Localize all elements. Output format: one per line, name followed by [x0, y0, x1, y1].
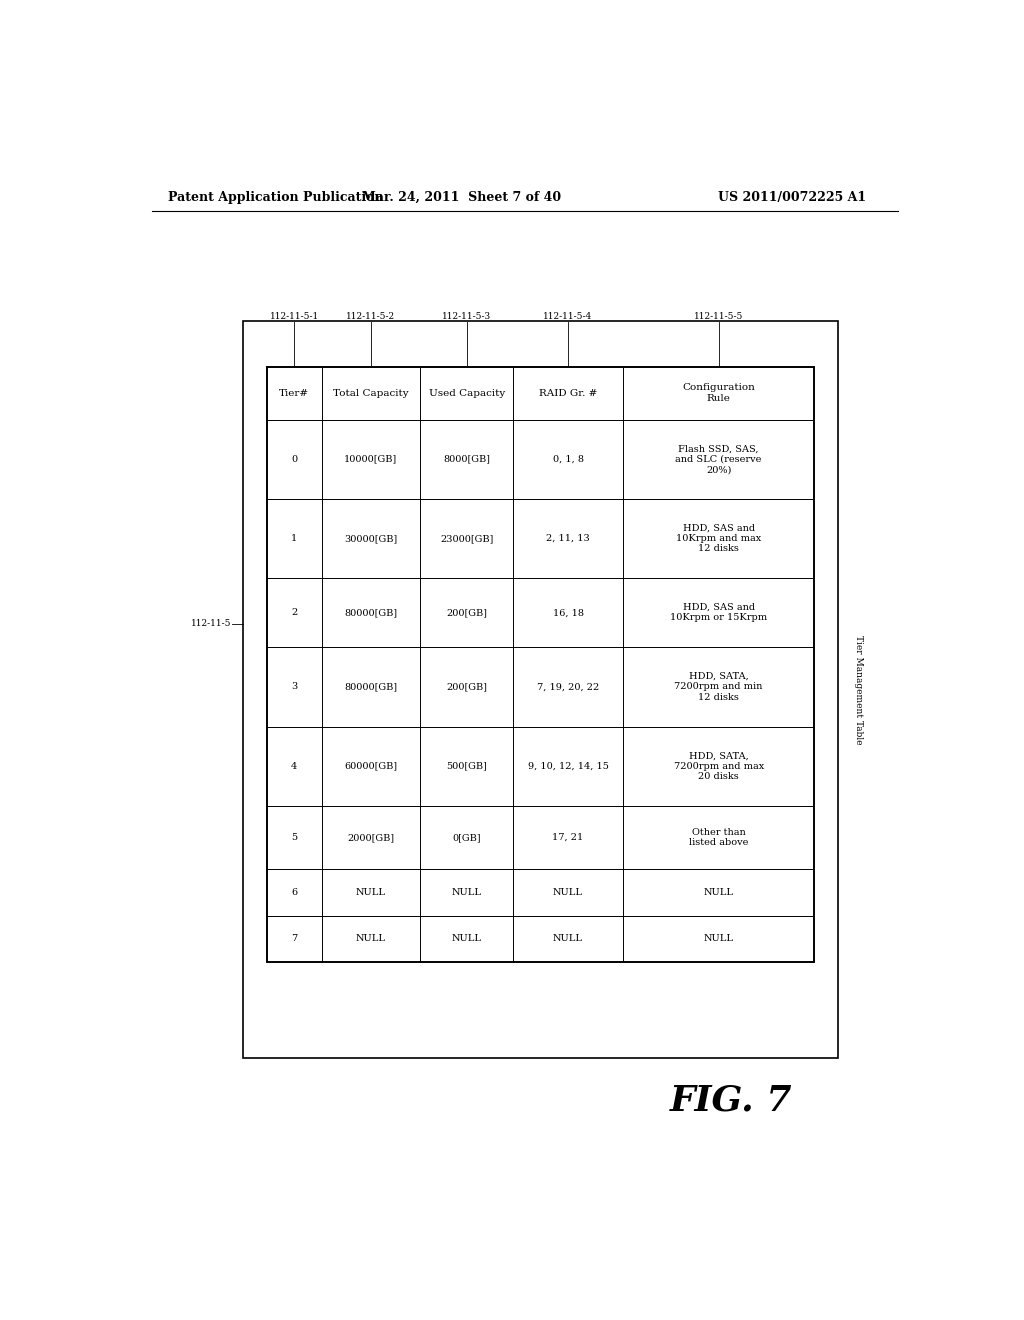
Text: Configuration
Rule: Configuration Rule	[682, 384, 755, 403]
Text: HDD, SAS and
10Krpm and max
12 disks: HDD, SAS and 10Krpm and max 12 disks	[676, 524, 761, 553]
Bar	[243, 321, 839, 1057]
Text: NULL: NULL	[452, 888, 481, 896]
Text: Total Capacity: Total Capacity	[333, 388, 409, 397]
Text: NULL: NULL	[356, 935, 386, 944]
Text: 80000[GB]: 80000[GB]	[344, 609, 397, 618]
Text: 60000[GB]: 60000[GB]	[344, 762, 397, 771]
Text: Tier#: Tier#	[280, 388, 309, 397]
Text: 16, 18: 16, 18	[553, 609, 584, 618]
Text: 17, 21: 17, 21	[552, 833, 584, 842]
Text: 80000[GB]: 80000[GB]	[344, 682, 397, 692]
Text: Tier Management Table: Tier Management Table	[854, 635, 862, 744]
Text: US 2011/0072225 A1: US 2011/0072225 A1	[718, 190, 866, 203]
Text: HDD, SAS and
10Krpm or 15Krpm: HDD, SAS and 10Krpm or 15Krpm	[670, 603, 767, 623]
Text: 112-11-5-3: 112-11-5-3	[442, 312, 492, 321]
Text: 2: 2	[291, 609, 297, 618]
Text: 112-11-5-1: 112-11-5-1	[269, 312, 318, 321]
Text: 200[GB]: 200[GB]	[446, 682, 487, 692]
Text: 1: 1	[291, 535, 297, 543]
Text: NULL: NULL	[553, 935, 583, 944]
Text: NULL: NULL	[703, 888, 733, 896]
Text: NULL: NULL	[356, 888, 386, 896]
Text: 112-11-5: 112-11-5	[190, 619, 231, 628]
Text: Flash SSD, SAS,
and SLC (reserve
20%): Flash SSD, SAS, and SLC (reserve 20%)	[676, 445, 762, 474]
Text: 200[GB]: 200[GB]	[446, 609, 487, 618]
Text: NULL: NULL	[553, 888, 583, 896]
Text: Mar. 24, 2011  Sheet 7 of 40: Mar. 24, 2011 Sheet 7 of 40	[361, 190, 561, 203]
Text: 4: 4	[291, 762, 297, 771]
Text: 0, 1, 8: 0, 1, 8	[553, 455, 584, 463]
Text: Other than
listed above: Other than listed above	[689, 828, 749, 847]
Text: Patent Application Publication: Patent Application Publication	[168, 190, 383, 203]
Text: FIG. 7: FIG. 7	[670, 1084, 793, 1118]
Text: 2, 11, 13: 2, 11, 13	[546, 535, 590, 543]
Text: 2000[GB]: 2000[GB]	[347, 833, 394, 842]
Text: 5: 5	[291, 833, 297, 842]
Text: HDD, SATA,
7200rpm and min
12 disks: HDD, SATA, 7200rpm and min 12 disks	[675, 672, 763, 702]
Text: 10000[GB]: 10000[GB]	[344, 455, 397, 463]
Text: 30000[GB]: 30000[GB]	[344, 535, 397, 543]
Text: 7, 19, 20, 22: 7, 19, 20, 22	[537, 682, 599, 692]
Bar	[267, 367, 814, 962]
Text: NULL: NULL	[703, 935, 733, 944]
Text: 112-11-5-2: 112-11-5-2	[346, 312, 395, 321]
Text: 6: 6	[291, 888, 297, 896]
Text: NULL: NULL	[452, 935, 481, 944]
Text: 500[GB]: 500[GB]	[446, 762, 487, 771]
Text: HDD, SATA,
7200rpm and max
20 disks: HDD, SATA, 7200rpm and max 20 disks	[674, 751, 764, 781]
Text: RAID Gr. #: RAID Gr. #	[539, 388, 597, 397]
Text: 7: 7	[291, 935, 297, 944]
Text: 112-11-5-5: 112-11-5-5	[694, 312, 743, 321]
Text: 112-11-5-4: 112-11-5-4	[544, 312, 593, 321]
Text: 3: 3	[291, 682, 297, 692]
Text: 9, 10, 12, 14, 15: 9, 10, 12, 14, 15	[527, 762, 608, 771]
Text: 23000[GB]: 23000[GB]	[440, 535, 494, 543]
Text: 0: 0	[291, 455, 297, 463]
Text: 0[GB]: 0[GB]	[453, 833, 481, 842]
Text: Used Capacity: Used Capacity	[429, 388, 505, 397]
Text: 8000[GB]: 8000[GB]	[443, 455, 490, 463]
